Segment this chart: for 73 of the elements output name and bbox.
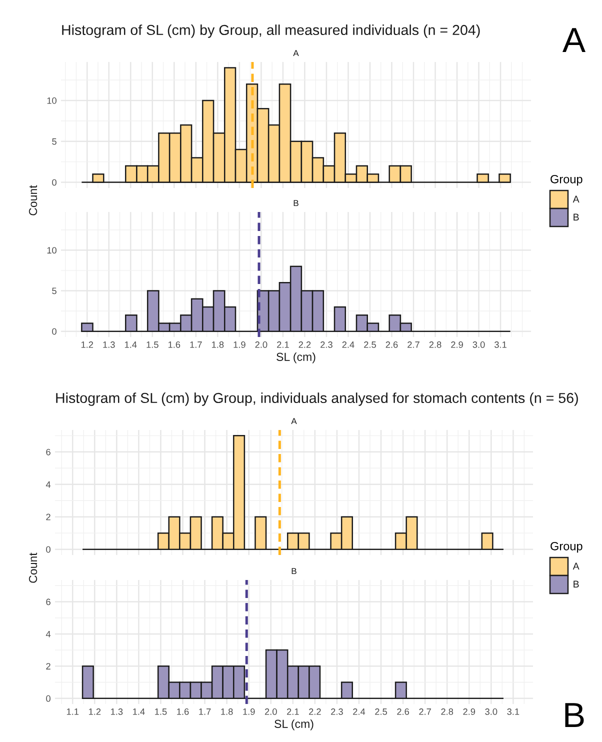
x-tick-label: 2.3 <box>331 708 343 715</box>
legend-title: Group <box>550 542 582 553</box>
x-tick-label: 3.0 <box>485 708 498 715</box>
x-tick-label: 2.7 <box>408 341 420 348</box>
x-tick-label: 2.7 <box>419 708 431 715</box>
x-tick-label: 1.8 <box>221 708 233 715</box>
y-tick-label: 0 <box>52 328 56 335</box>
text: B <box>565 703 584 727</box>
x-tick-label: 2.2 <box>298 341 311 348</box>
x-tick-label: 1.9 <box>243 708 255 715</box>
text: A <box>562 28 586 52</box>
x-tick-label: 2.8 <box>441 708 454 715</box>
x-tick-label: 1.4 <box>124 342 137 348</box>
x-tick-label: 2.1 <box>277 341 289 348</box>
chart-subtitle: A <box>293 50 299 56</box>
x-tick-label: 1.1 <box>66 708 79 715</box>
legend-label: A <box>572 562 580 570</box>
x-tick-label: 2.4 <box>353 708 366 715</box>
x-tick-label: 3.1 <box>494 341 506 348</box>
x-tick-label: 2.5 <box>364 341 376 348</box>
x-tick-label: 2.5 <box>375 708 387 715</box>
y-tick-label: 10 <box>47 247 56 254</box>
y-axis-title: Count <box>28 185 38 216</box>
x-tick-label: 1.8 <box>212 341 224 348</box>
x-tick-label: 1.5 <box>146 342 158 348</box>
x-tick-label: 1.7 <box>199 708 211 715</box>
x-tick-label: 2.8 <box>429 341 442 348</box>
x-tick-label: 2.0 <box>264 708 277 715</box>
x-tick-label: 2.0 <box>255 341 268 348</box>
x-tick-label: 2.9 <box>451 341 463 348</box>
x-tick-label: 1.3 <box>103 341 115 348</box>
y-tick-label: 0 <box>46 695 50 702</box>
x-tick-label: 2.9 <box>463 708 476 715</box>
x-tick-label: 3.0 <box>472 341 485 348</box>
x-tick-label: 1.6 <box>168 341 180 348</box>
x-tick-label: 1.5 <box>155 708 167 715</box>
chart-subtitle: B <box>292 568 296 574</box>
x-axis-title: SL (cm) <box>276 352 316 364</box>
x-tick-label: 2.3 <box>320 341 332 348</box>
x-tick-label: 1.2 <box>81 341 94 348</box>
chart-title: Histogram of SL (cm) by Group, individuals analysed for stomach contents (n = 56) <box>56 392 578 406</box>
y-axis-title: Count <box>28 552 38 583</box>
y-tick-label: 0 <box>52 179 56 186</box>
legend-label: B <box>574 214 579 220</box>
x-tick-label: 1.6 <box>177 708 189 715</box>
y-tick-label: 4 <box>46 630 51 638</box>
y-tick-label: 5 <box>52 138 56 145</box>
y-tick-label: 0 <box>46 546 50 553</box>
x-tick-label: 2.4 <box>342 341 354 348</box>
y-tick-label: 4 <box>46 481 51 488</box>
y-tick-label: 10 <box>47 97 56 104</box>
chart-title: Histogram of SL (cm) by Group, all measured individuals (n = 204) <box>62 24 480 38</box>
x-tick-label: 1.7 <box>190 342 202 348</box>
y-tick-label: 5 <box>52 288 56 294</box>
x-tick-label: 1.3 <box>111 708 123 715</box>
legend-label: A <box>572 196 580 202</box>
x-tick-label: 1.9 <box>234 341 246 348</box>
legend-title: Group <box>550 174 582 186</box>
y-tick-label: 2 <box>46 514 50 520</box>
x-axis-title: SL (cm) <box>274 719 314 730</box>
x-tick-label: 1.2 <box>88 708 101 715</box>
y-tick-label: 2 <box>46 663 50 670</box>
y-tick-label: 6 <box>46 598 50 606</box>
chart-subtitle: A <box>291 418 297 424</box>
x-tick-label: 1.4 <box>133 708 145 715</box>
legend-label: B <box>574 580 579 588</box>
x-tick-label: 2.1 <box>286 708 299 715</box>
y-tick-label: 6 <box>46 448 50 456</box>
chart-subtitle: B <box>294 200 298 206</box>
x-tick-label: 3.1 <box>507 708 520 715</box>
x-tick-label: 2.6 <box>386 341 398 348</box>
x-tick-label: 2.2 <box>309 708 321 715</box>
x-tick-label: 2.6 <box>397 708 410 715</box>
